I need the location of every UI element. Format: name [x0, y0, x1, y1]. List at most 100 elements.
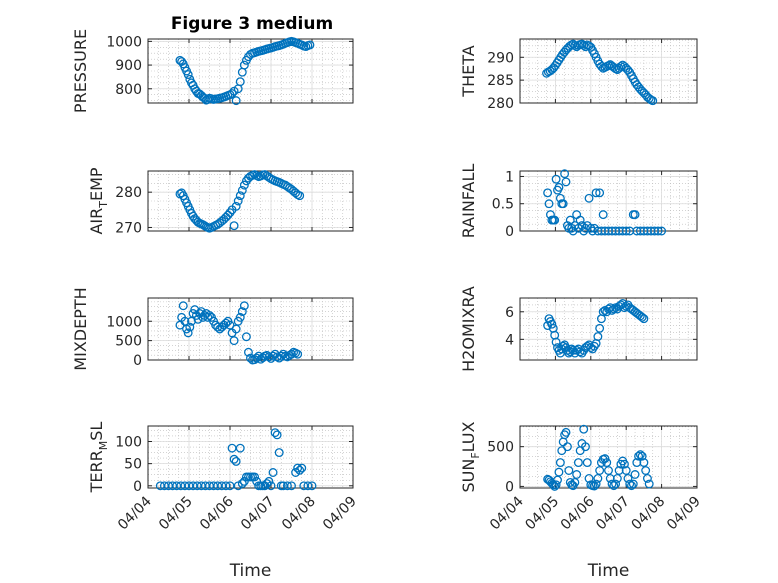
data-point: [593, 332, 603, 342]
data-point: [644, 479, 654, 489]
y-axis-label: H2OMIXRA: [459, 286, 478, 372]
y-tick-label: 0: [133, 479, 142, 495]
data-point: [237, 185, 247, 195]
data-point: [573, 458, 583, 468]
y-tick-label: 800: [115, 82, 142, 98]
data-point: [235, 443, 245, 453]
data-point: [572, 470, 582, 479]
x-tick-label: 04/05: [156, 494, 196, 534]
data-point: [268, 468, 278, 477]
data-series: [543, 169, 667, 236]
data-point: [570, 477, 580, 487]
data-point: [582, 458, 592, 468]
x-tick-label: 04/06: [558, 493, 598, 533]
data-point: [547, 319, 557, 329]
y-tick-label: 280: [115, 185, 142, 201]
data-point: [639, 458, 649, 468]
data-point: [237, 67, 247, 77]
data-point: [639, 314, 649, 324]
data-point: [653, 226, 663, 236]
x-tick-label: 04/05: [522, 494, 562, 534]
data-point: [558, 199, 568, 209]
data-series: [542, 39, 658, 106]
x-axis-label: Time: [587, 561, 630, 581]
subplot-3: 270 280 AIRTEMP: [87, 167, 354, 236]
data-point: [602, 458, 612, 468]
y-tick-label: 500: [487, 440, 514, 456]
data-point: [595, 323, 605, 333]
data-series: [175, 170, 305, 233]
y-tick-label: 1000: [106, 314, 142, 330]
x-tick-label: 04/09: [664, 494, 704, 534]
data-point: [235, 312, 245, 322]
y-tick-label: 285: [487, 73, 514, 89]
data-point: [551, 174, 561, 184]
data-point: [193, 314, 203, 324]
data-point: [600, 454, 610, 464]
data-point: [648, 96, 658, 106]
data-point: [221, 318, 231, 328]
data-point: [274, 448, 284, 458]
y-tick-label: 1: [505, 169, 514, 185]
data-point: [619, 459, 629, 469]
subplot-1: 800 900 1000 PRESSURE: [71, 29, 354, 113]
data-point: [246, 353, 255, 363]
data-point: [227, 443, 237, 453]
axes-box: [147, 425, 354, 489]
data-point: [554, 467, 564, 477]
data-point: [598, 307, 608, 317]
data-point: [229, 336, 239, 346]
x-tick-label: 04/08: [629, 494, 669, 534]
data-point: [641, 466, 651, 475]
data-point: [564, 466, 574, 475]
data-point: [229, 221, 239, 231]
y-tick-label: 280: [487, 96, 514, 112]
subplot-4: 0 0.5 1 RAINFALL: [459, 164, 698, 240]
data-point: [561, 427, 571, 437]
y-tick-label: 900: [115, 58, 142, 74]
data-point: [227, 89, 237, 98]
x-axis-label: Time: [229, 561, 272, 581]
data-point: [607, 479, 617, 489]
data-point: [551, 480, 561, 490]
y-tick-label: 4: [505, 332, 514, 348]
data-point: [595, 466, 605, 475]
data-point: [233, 196, 243, 206]
data-point: [612, 474, 622, 483]
data-point: [575, 446, 585, 456]
data-point: [231, 324, 241, 334]
y-axis-label: MIXDEPTH: [71, 287, 90, 370]
y-axis-label: PRESSURE: [71, 29, 90, 113]
subplot-8: 0 500 SUNFLUX04/0404/0504/0604/0704/0804/0…: [459, 421, 704, 581]
data-point: [611, 479, 621, 489]
data-series: [543, 424, 654, 491]
y-tick-label: 500: [115, 334, 142, 350]
data-point: [589, 481, 599, 491]
data-series: [543, 299, 649, 358]
data-point: [237, 479, 247, 489]
data-point: [609, 304, 619, 314]
data-point: [657, 226, 667, 236]
x-tick-label: 04/07: [238, 494, 278, 534]
data-point: [264, 476, 274, 486]
figure-title: Figure 3 medium: [171, 14, 333, 34]
x-tick-label: 04/04: [115, 493, 155, 533]
y-tick-label: 0: [133, 353, 142, 369]
data-point: [623, 474, 633, 483]
data-point: [239, 180, 249, 190]
axes-box: [147, 38, 354, 104]
data-point: [183, 70, 193, 80]
y-tick-label: 100: [115, 435, 142, 451]
x-tick-label: 04/07: [593, 494, 633, 534]
data-point: [225, 320, 235, 330]
data-point: [621, 226, 631, 236]
data-point: [635, 450, 645, 460]
axes-box: [519, 38, 698, 104]
data-point: [221, 481, 231, 491]
y-axis-label: TERRMSL: [87, 422, 110, 494]
data-point: [231, 456, 241, 466]
data-point: [545, 210, 555, 220]
data-point: [231, 96, 241, 106]
data-point: [561, 177, 571, 187]
data-point: [579, 424, 589, 434]
